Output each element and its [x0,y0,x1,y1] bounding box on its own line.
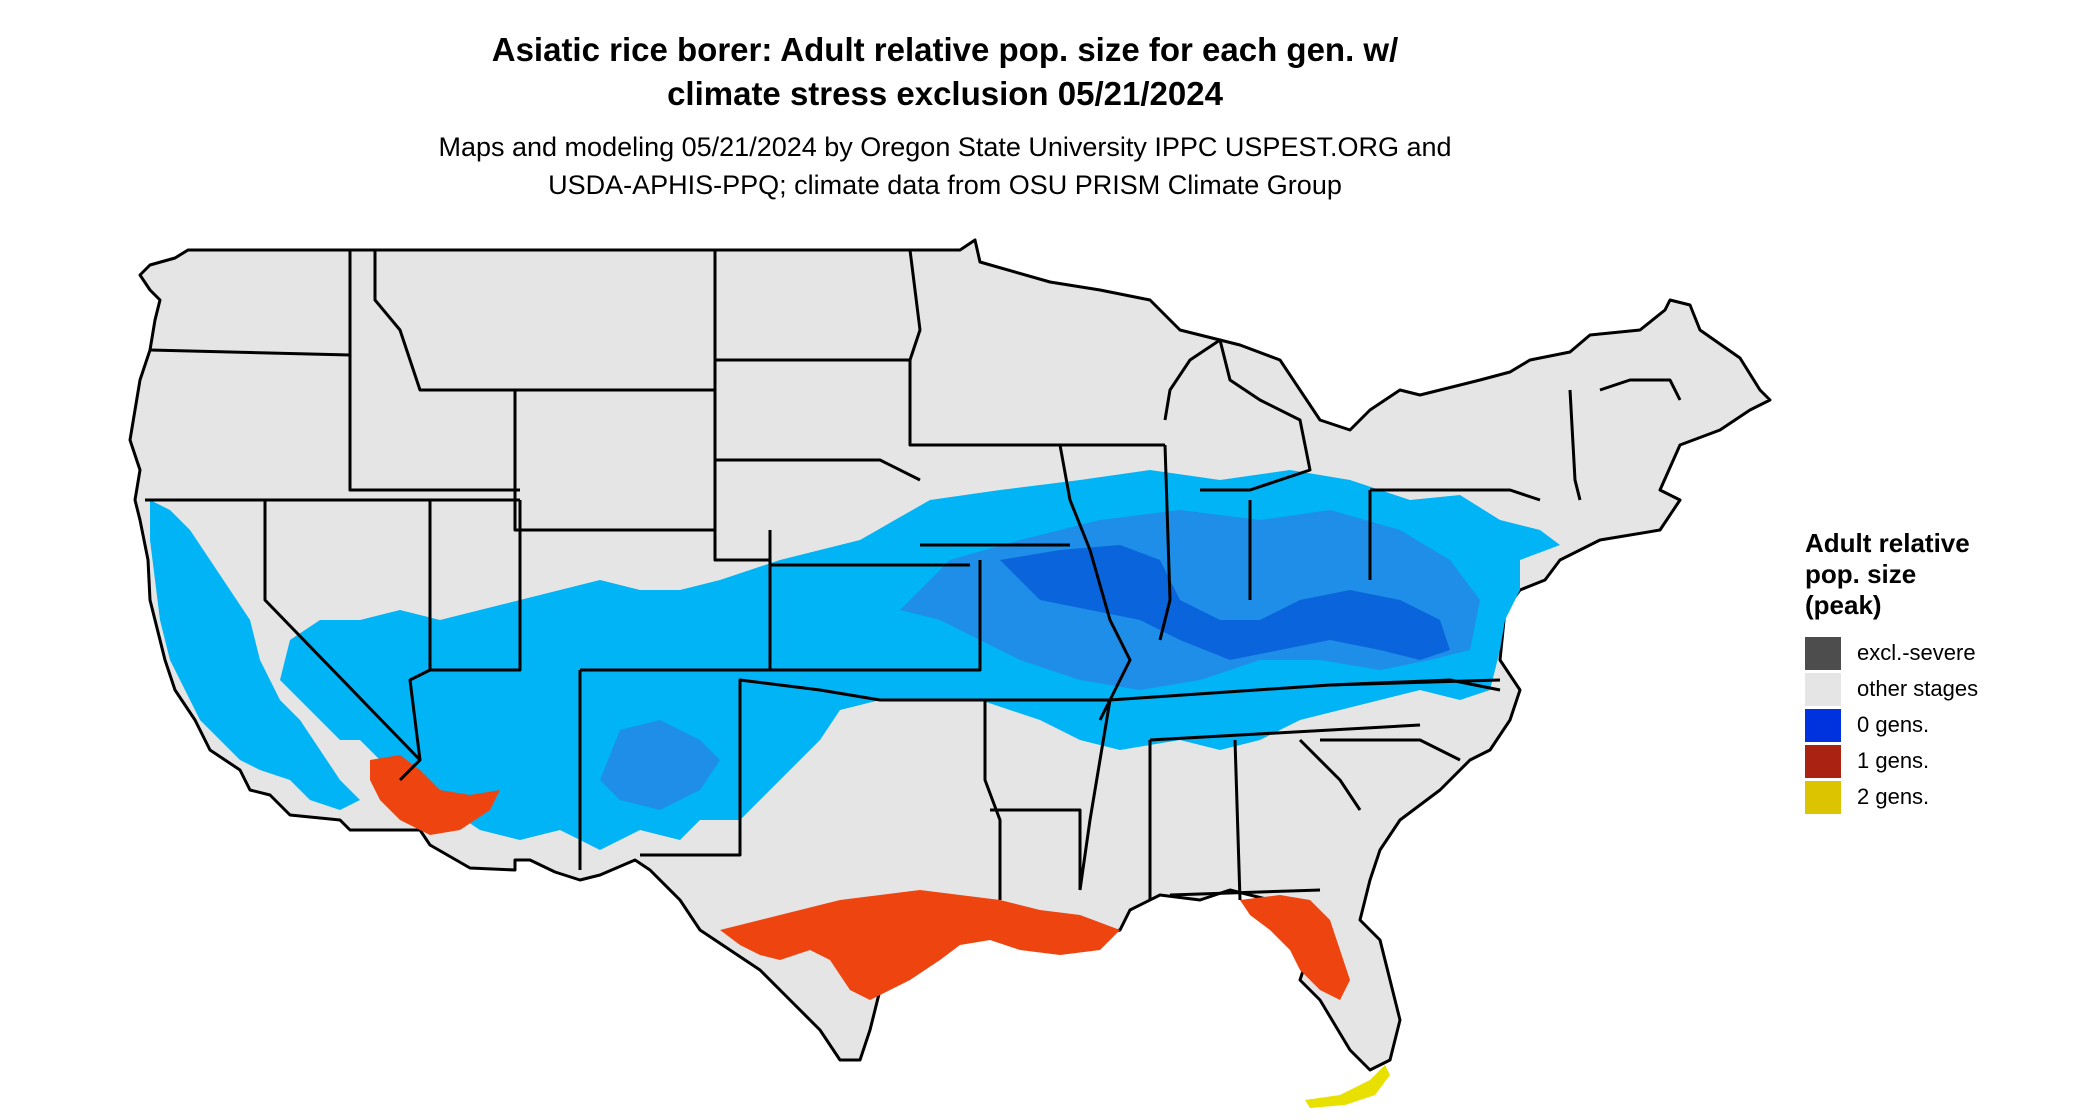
map-subtitle: Maps and modeling 05/21/2024 by Oregon S… [0,128,1890,204]
legend-title-line-3: (peak) [1805,590,1882,620]
legend-label: excl.-severe [1857,640,1976,665]
blue-activity-region [150,470,1560,850]
orange-activity-region [370,755,1390,1108]
legend-item-1-gens: 1 gens. [1805,743,2025,779]
border-ks-ok [770,560,982,672]
legend-title-line-1: Adult relative [1805,528,1970,558]
border-mississippi-river [1058,444,1132,891]
border-nc-sc [1320,738,1461,762]
border-mi [1163,338,1312,492]
map-subtitle-line-1: Maps and modeling 05/21/2024 by Oregon S… [438,132,1452,162]
border-ar-la [990,808,1082,890]
legend-swatch [1805,636,1841,670]
border-va-nc [1329,678,1501,687]
legend-items: excl.-severe other stages 0 gens. 1 gens… [1805,635,2025,815]
border-ga-fl [1169,888,1321,897]
border-id [348,250,520,492]
gulf-coast-band [720,890,1120,1000]
legend-item-excl-severe: excl.-severe [1805,635,2025,671]
legend-title-line-2: pop. size [1805,559,1917,589]
map-title-line-2: climate stress exclusion 05/21/2024 [667,75,1223,112]
map-title-line-1: Asiatic rice borer: Adult relative pop. … [491,31,1399,68]
mid-blue-southwest [600,720,720,810]
map-subtitle-line-2: USDA-APHIS-PPQ; climate data from OSU PR… [548,170,1342,200]
legend-label: 2 gens. [1857,784,1930,809]
border-ny-new-england [1568,389,1582,501]
dark-blue-core [1000,545,1450,660]
border-new-england [1599,378,1682,401]
legend-item-2-gens: 2 gens. [1805,779,2025,815]
yellow-keys [1305,1065,1390,1108]
border-ga-sc [1298,738,1362,811]
light-blue-band-west [150,500,360,810]
border-pa-ny [1370,488,1541,502]
legend-label: other stages [1857,676,1979,701]
border-ok-tx [640,678,1002,900]
legend-item-other-stages: other stages [1805,671,2025,707]
legend: Adult relative pop. size (peak) excl.-se… [1805,528,2025,815]
border-mn-ia [908,249,1060,447]
border-sd-ne [715,458,921,482]
border-wa-or [149,348,351,357]
florida-band [1240,895,1350,1000]
legend-label: 1 gens. [1857,748,1930,773]
border-il-in [1158,444,1172,641]
border-mt-wy [373,250,715,392]
legend-item-0-gens: 0 gens. [1805,707,2025,743]
border-ca-nv [263,500,422,782]
legend-swatch [1805,744,1841,778]
legend-swatch [1805,672,1841,706]
arizona-band [370,755,500,835]
border-nv-ut-az [408,500,432,761]
us-map [128,238,1772,1108]
border-ut-co [430,500,522,672]
legend-swatch [1805,780,1841,814]
legend-title: Adult relative pop. size (peak) [1805,528,2025,621]
legend-label: 0 gens. [1857,712,1930,737]
border-al-ga [1233,739,1242,901]
map-title: Asiatic rice borer: Adult relative pop. … [0,28,1890,116]
border-tn-ms-al-ga [1149,723,1421,742]
legend-swatch [1805,708,1841,742]
state-borders [145,249,1682,901]
border-nd-sd-ne [713,250,770,562]
